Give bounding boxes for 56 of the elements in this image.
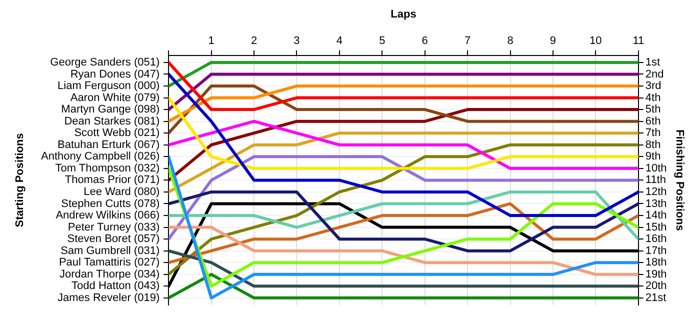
text: Martyn Gange (098) [61,104,160,116]
text: Jordan Thorpe (034) [60,268,160,280]
y-axis-title: Finishing Positions [673,129,686,231]
y-tick-label: 5th [645,104,661,116]
text: Scott Webb (021) [74,127,160,140]
x-tick-label: 3 [294,34,300,47]
text: Liam Ferguson (000) [58,80,160,92]
text: Starting Positions [14,133,26,228]
x-tick-label: 11 [632,34,644,47]
x-tick-label: 2 [250,34,258,47]
x-tick-label: 6 [422,34,428,47]
y-tick-label: 4th [645,92,661,104]
y-tick-label: 21st [645,292,666,304]
x-tick-label: 1 [208,34,214,47]
y-tick-label: 17th [645,244,667,257]
y-tick-label: 11th [645,174,666,186]
x-tick-label: 7 [464,34,471,47]
y-tick-label: 3rd [645,80,662,92]
text: Batuhan Erturk (067) [57,138,160,151]
text: Thomas Prior (071) [64,174,160,186]
text: James Reveler (019) [58,292,160,304]
y-tick-label: 10th [645,162,667,174]
y-tick-label: 6th [645,115,661,128]
y-tick-label: 14th [645,210,667,222]
x-tick-label: 9 [550,34,556,47]
text: Anthony Campbell (026) [40,150,160,163]
text: Peter Turney (033) [68,221,160,234]
y-tick-label: 2nd [645,68,664,80]
x-axis-title: Laps [390,8,416,21]
x-tick-label: 10 [590,34,602,47]
y-tick-label: 16th [645,233,667,246]
y-tick-label: 19th [645,268,667,280]
text: George Sanders (051) [50,56,160,68]
y-tick-label: 9th [645,150,661,163]
x-tick-label: 4 [336,34,343,47]
text: Paul Tamattiris (027) [58,256,160,269]
text: Sam Gumbrell (031) [60,244,160,257]
text: Lee Ward (080) [84,186,160,198]
x-tick-label: 8 [507,34,514,47]
text: Stephen Cutts (078) [61,198,160,210]
y-tick-label: 20th [645,280,667,292]
text: Steven Boret (057) [67,233,160,246]
y-tick-label: 12th [645,186,667,198]
text: Tom Thompson (032) [55,162,160,174]
y-tick-label: 13th [645,198,667,210]
y-tick-label: 7th [645,127,661,140]
x-tick-label: 5 [379,34,386,47]
text: Andrew Wilkins (066) [56,210,160,222]
y-tick-label: 18th [645,256,667,269]
text: Aaron White (079) [70,92,160,104]
y-tick-label: 8th [645,138,661,151]
text: Todd Hatton (043) [72,280,160,292]
y-tick-label: 15th [645,221,667,234]
y-tick-label: 1st [645,56,660,68]
text: Ryan Dones (047) [70,68,160,80]
text: Dean Starkes (081) [64,115,160,128]
